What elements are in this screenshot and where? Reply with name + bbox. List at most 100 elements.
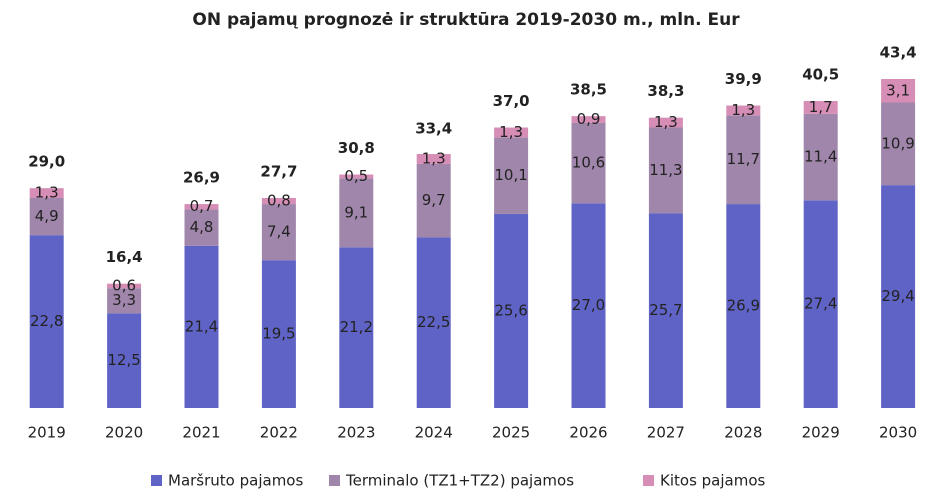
bar-segment	[29, 188, 64, 199]
bar-segment	[107, 283, 142, 289]
legend-label: Kitos pajamos	[660, 472, 766, 490]
data-label: 1,3	[499, 123, 523, 141]
x-tick-label: 2027	[647, 424, 685, 442]
data-label: 9,7	[422, 191, 446, 209]
data-label: 4,9	[35, 207, 59, 225]
bar-segment	[29, 235, 64, 408]
total-label: 33,4	[415, 119, 452, 137]
total-label: 26,9	[183, 169, 220, 187]
data-label: 27,4	[804, 295, 837, 313]
x-tick-label: 2023	[337, 424, 375, 442]
total-label: 39,9	[725, 70, 762, 88]
x-tick-label: 2028	[724, 424, 762, 442]
bar-segment	[184, 204, 219, 210]
bar-segment	[107, 313, 142, 408]
bar-segment	[416, 163, 451, 238]
data-label: 7,4	[267, 223, 291, 241]
legend-label: Terminalo (TZ1+TZ2) pajamos	[345, 472, 574, 490]
bar-segment	[803, 200, 838, 408]
x-tick-label: 2030	[879, 424, 917, 442]
bar-segment	[648, 213, 683, 408]
total-label: 37,0	[493, 92, 530, 110]
bar-segment	[881, 79, 916, 103]
data-label: 21,4	[185, 317, 218, 335]
data-label: 11,3	[649, 161, 682, 179]
bar-segment	[339, 178, 374, 248]
bar-segment	[648, 127, 683, 214]
bar-segment	[571, 116, 606, 123]
data-label: 0,6	[112, 276, 136, 294]
bar-segment	[339, 247, 374, 408]
bar-segment	[803, 113, 838, 201]
bar-segment	[648, 117, 683, 128]
data-label: 27,0	[572, 296, 605, 314]
data-label: 0,9	[577, 110, 601, 128]
data-label: 9,1	[344, 203, 368, 221]
bar-segment	[726, 105, 761, 116]
data-label: 11,7	[727, 150, 760, 168]
bar-segment	[571, 122, 606, 204]
legend-swatch	[329, 475, 340, 486]
legend-swatch	[643, 475, 654, 486]
x-tick-label: 2029	[802, 424, 840, 442]
x-tick-label: 2019	[28, 424, 66, 442]
data-label: 10,1	[494, 166, 527, 184]
total-label: 30,8	[338, 139, 375, 157]
bar-segment	[881, 102, 916, 186]
data-label: 0,7	[190, 197, 214, 215]
data-label: 1,3	[731, 101, 755, 119]
bar-segment	[184, 245, 219, 408]
data-label: 1,3	[35, 184, 59, 202]
data-label: 21,2	[340, 318, 373, 336]
data-label: 11,4	[804, 148, 837, 166]
data-label: 1,3	[654, 113, 678, 131]
chart-title: ON pajamų prognozė ir struktūra 2019-203…	[192, 10, 740, 30]
bar-segment	[494, 127, 529, 138]
bar-segment	[571, 203, 606, 408]
x-tick-label: 2021	[182, 424, 220, 442]
x-tick-label: 2026	[569, 424, 607, 442]
data-label: 1,3	[422, 149, 446, 167]
bar-segment	[416, 154, 451, 164]
x-tick-label: 2024	[415, 424, 453, 442]
data-label: 19,5	[262, 325, 295, 343]
data-label: 1,7	[809, 98, 833, 116]
bar-segment	[184, 209, 219, 246]
bar-segment	[339, 174, 374, 179]
data-label: 0,5	[344, 167, 368, 185]
data-label: 0,8	[267, 192, 291, 210]
bar-segment	[107, 288, 142, 314]
bar-segment	[726, 204, 761, 408]
x-tick-label: 2020	[105, 424, 143, 442]
bar-segment	[726, 115, 761, 205]
bar-segment	[261, 204, 296, 261]
total-label: 38,3	[647, 82, 684, 100]
total-label: 43,4	[880, 44, 917, 62]
x-tick-label: 2025	[492, 424, 530, 442]
data-label: 3,3	[112, 291, 136, 309]
total-label: 16,4	[106, 248, 143, 266]
legend-swatch	[151, 475, 162, 486]
data-label: 26,9	[727, 297, 760, 315]
bar-segment	[803, 100, 838, 114]
bar-segment	[261, 260, 296, 408]
bar-segment	[261, 198, 296, 205]
total-label: 38,5	[570, 81, 607, 99]
data-label: 25,6	[494, 301, 527, 319]
bar-segment	[881, 185, 916, 408]
data-label: 4,8	[190, 218, 214, 236]
data-label: 29,4	[881, 287, 914, 305]
data-label: 10,6	[572, 154, 605, 172]
data-label: 22,5	[417, 313, 450, 331]
bar-segment	[494, 137, 529, 214]
bar-segment	[416, 237, 451, 408]
bar-segment	[29, 198, 64, 236]
legend-label: Maršruto pajamos	[168, 472, 303, 490]
total-label: 27,7	[260, 163, 297, 181]
data-label: 3,1	[886, 81, 910, 99]
data-label: 10,9	[881, 134, 914, 152]
total-label: 40,5	[802, 65, 839, 83]
x-tick-label: 2022	[260, 424, 298, 442]
total-label: 29,0	[28, 153, 65, 171]
